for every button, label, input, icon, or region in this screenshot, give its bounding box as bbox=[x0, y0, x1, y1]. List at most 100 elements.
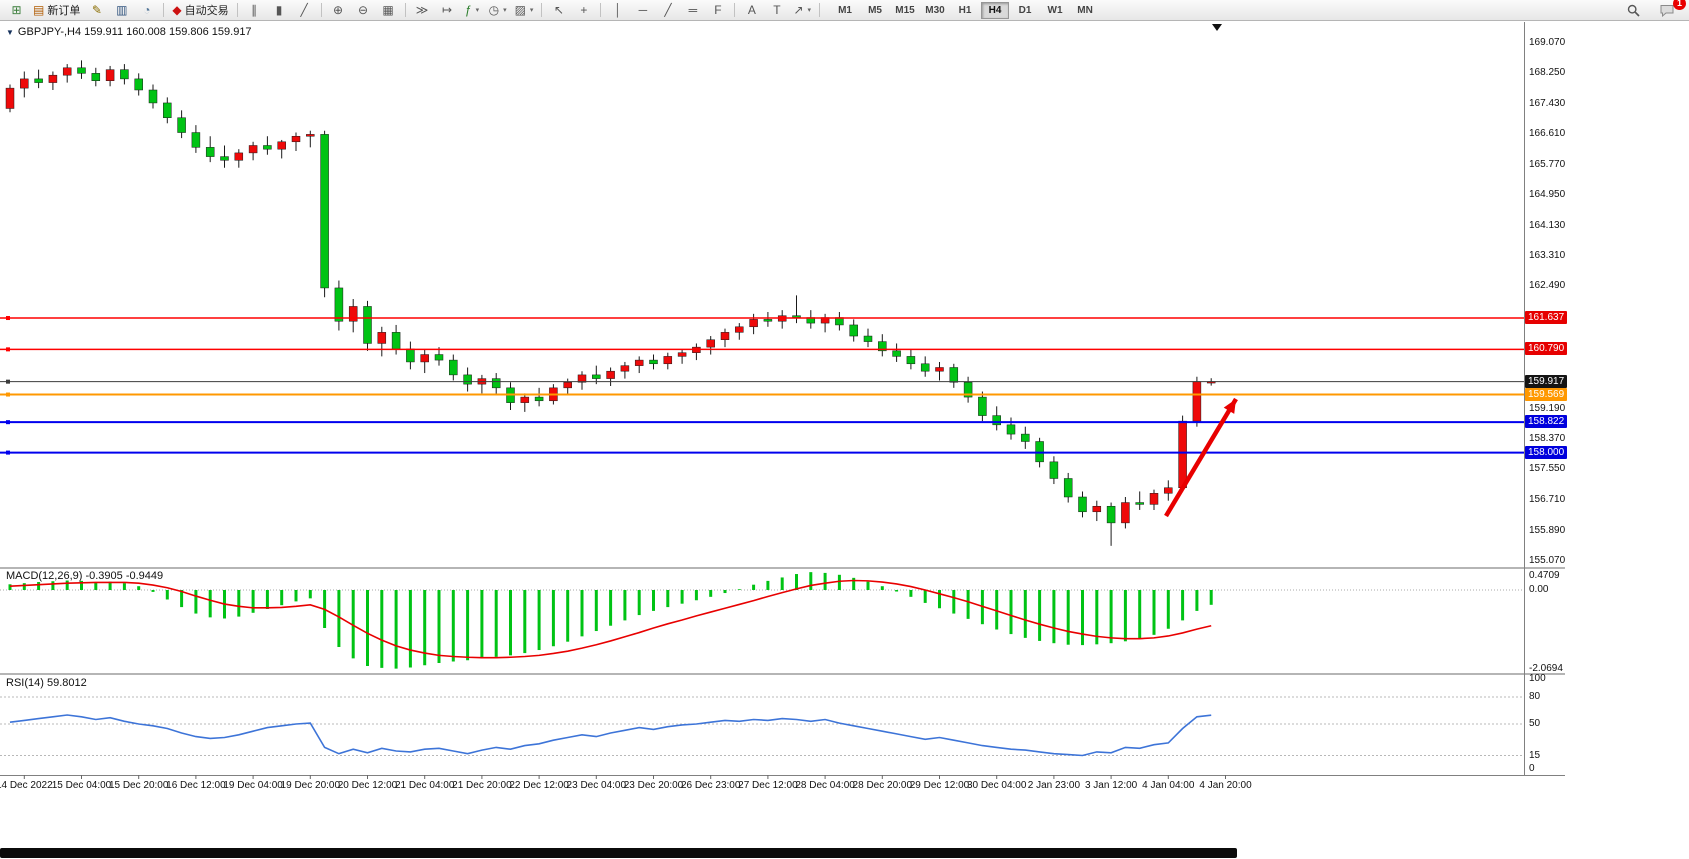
text-label-icon: T bbox=[773, 3, 781, 17]
metaeditor-button[interactable]: ✎ bbox=[84, 1, 109, 20]
timeframe-w1-button[interactable]: W1 bbox=[1047, 4, 1063, 16]
rsi-axis-label: 100 bbox=[1529, 673, 1546, 684]
templates-button[interactable]: ▨ ▾ bbox=[511, 1, 538, 20]
price-axis-label: 169.070 bbox=[1529, 37, 1566, 48]
resistance-line-161637-handle[interactable] bbox=[6, 316, 10, 321]
periods-button[interactable]: ◷ ▾ bbox=[485, 1, 511, 20]
price-axis-badge-161.637: 161.637 bbox=[1525, 311, 1568, 325]
text-label-button[interactable]: T bbox=[764, 1, 789, 20]
time-axis-label: 19 Dec 20:00 bbox=[280, 780, 341, 791]
horizontal-scrollbar[interactable] bbox=[0, 848, 1237, 858]
price-axis-label: 164.130 bbox=[1529, 219, 1566, 231]
search-button[interactable] bbox=[1621, 1, 1646, 20]
trendline-button[interactable]: ╱ bbox=[655, 1, 680, 20]
auto-scroll-button[interactable]: ≫ bbox=[410, 1, 435, 20]
periods-dropdown-arrow[interactable]: ▾ bbox=[503, 7, 507, 14]
price-axis-label: 166.610 bbox=[1529, 128, 1566, 140]
timeframe-mn-button[interactable]: MN bbox=[1077, 4, 1093, 16]
tile-windows-icon: ▦ bbox=[382, 3, 394, 17]
vertical-line-button[interactable]: │ bbox=[605, 1, 630, 20]
line-chart-mode-button[interactable]: ╱ bbox=[292, 1, 317, 20]
text-button[interactable]: A bbox=[739, 1, 764, 20]
time-axis-label: 29 Dec 12:00 bbox=[909, 780, 970, 791]
timeframe-m1-button[interactable]: M1 bbox=[838, 4, 852, 16]
cursor-button[interactable]: ↖ bbox=[546, 1, 571, 20]
zoom-in-icon: ⊕ bbox=[333, 3, 344, 17]
templates-icon: ▨ bbox=[514, 3, 526, 17]
chart-area[interactable]: ▼ GBPJPY-,H4 159.911 160.008 159.806 159… bbox=[0, 22, 1689, 859]
price-axis-badge-160.790: 160.790 bbox=[1525, 342, 1568, 356]
timeframe-m5-button[interactable]: M5 bbox=[868, 4, 882, 16]
new-chart-button[interactable]: ⊞ bbox=[4, 1, 29, 20]
new-order-button[interactable]: ▤ 新订单 bbox=[29, 1, 84, 20]
new-order-icon: ▤ bbox=[33, 3, 45, 17]
time-axis-label: 22 Dec 12:00 bbox=[509, 780, 569, 791]
market-watch-button[interactable]: ▥ bbox=[109, 1, 134, 20]
arrows-tool-button[interactable]: ↗ ▾ bbox=[789, 1, 815, 20]
price-axis-label: 156.710 bbox=[1529, 494, 1566, 506]
timeframe-bar: M1 M5 M15 M30 H1 H4 D1 W1 MN bbox=[830, 1, 1100, 19]
chart-shift-button[interactable]: ↦ bbox=[435, 1, 460, 20]
chat-bubble-icon bbox=[1660, 4, 1673, 17]
cursor-icon: ↖ bbox=[553, 3, 564, 17]
price-axis-label: 155.070 bbox=[1529, 555, 1566, 566]
symbol-label: ▼ GBPJPY-,H4 159.911 160.008 159.806 159… bbox=[6, 26, 252, 38]
rsi-axis-label: 50 bbox=[1529, 718, 1541, 729]
timeframe-d1-button[interactable]: D1 bbox=[1018, 4, 1032, 16]
bar-chart-mode-button[interactable]: ∥ bbox=[242, 1, 267, 20]
toolbar-separator bbox=[404, 3, 406, 17]
support-line-158822-handle[interactable] bbox=[6, 420, 10, 425]
indicators-dropdown-arrow[interactable]: ▾ bbox=[475, 7, 480, 14]
chart-canvas[interactable] bbox=[0, 22, 1689, 859]
data-window-button[interactable]: ◔ bbox=[134, 1, 159, 20]
time-axis-label: 3 Jan 12:00 bbox=[1084, 780, 1138, 791]
chart-shift-icon: ↦ bbox=[442, 3, 453, 17]
chart-shift-marker[interactable] bbox=[1212, 24, 1222, 31]
candlestick-mode-button[interactable]: ▮ bbox=[267, 1, 292, 20]
periods-icon: ◷ bbox=[488, 3, 500, 17]
price-axis-label: 163.310 bbox=[1529, 250, 1566, 262]
timeframe-m30-button[interactable]: M30 bbox=[925, 4, 945, 16]
support-line-158000-handle[interactable] bbox=[6, 450, 10, 455]
price-axis-label: 162.490 bbox=[1529, 280, 1566, 292]
price-axis-label: 155.890 bbox=[1529, 524, 1566, 536]
market-watch-icon: ▥ bbox=[116, 3, 128, 17]
tile-windows-button[interactable]: ▦ bbox=[376, 1, 401, 20]
notification-badge: 1 bbox=[1673, 0, 1686, 10]
autotrading-button[interactable]: ◆ 自动交易 bbox=[168, 1, 232, 20]
timeframe-h1-button[interactable]: H1 bbox=[958, 4, 972, 16]
rsi-indicator-label: RSI(14) 59.8012 bbox=[6, 677, 87, 689]
panel-splitter-rsi[interactable] bbox=[0, 673, 1565, 675]
macd-histogram bbox=[8, 572, 1213, 669]
symbol-dropdown-icon[interactable]: ▼ bbox=[6, 27, 14, 37]
trend-arrow-annotation[interactable] bbox=[1164, 397, 1238, 518]
crosshair-button[interactable]: + bbox=[571, 1, 596, 20]
time-axis-label: 4 Jan 20:00 bbox=[1199, 780, 1252, 791]
fibonacci-button[interactable]: F bbox=[705, 1, 730, 20]
time-axis-label: 14 Dec 2022 bbox=[0, 780, 53, 791]
timeframe-m15-button[interactable]: M15 bbox=[895, 4, 915, 16]
current-price-line-handle[interactable] bbox=[6, 379, 10, 384]
equidistant-channel-icon: ═ bbox=[688, 3, 698, 17]
price-axis-badge-159.569: 159.569 bbox=[1525, 387, 1568, 401]
time-axis-label: 30 Dec 04:00 bbox=[966, 780, 1027, 791]
new-order-label: 新订单 bbox=[47, 5, 81, 17]
time-axis-label: 19 Dec 04:00 bbox=[223, 780, 283, 791]
equidistant-channel-button[interactable]: ═ bbox=[680, 1, 705, 20]
indicators-button[interactable]: ƒ ▾ bbox=[460, 1, 485, 20]
arrows-tool-dropdown-arrow[interactable]: ▾ bbox=[807, 7, 812, 14]
time-axis-label: 16 Dec 12:00 bbox=[166, 780, 226, 791]
templates-dropdown-arrow[interactable]: ▾ bbox=[529, 7, 534, 14]
zoom-out-button[interactable]: ⊖ bbox=[351, 1, 376, 20]
resistance-line-160790-handle[interactable] bbox=[6, 347, 10, 352]
support-line-159569-handle[interactable] bbox=[6, 392, 10, 397]
zoom-in-button[interactable]: ⊕ bbox=[326, 1, 351, 20]
time-axis-label: 15 Dec 20:00 bbox=[108, 780, 169, 791]
macd-axis-label: 0.4709 bbox=[1529, 570, 1560, 581]
price-axis-label: 157.550 bbox=[1529, 463, 1566, 475]
candlestick-series bbox=[5, 60, 1216, 546]
timeframe-h4-button[interactable]: H4 bbox=[981, 1, 1010, 19]
panel-splitter-macd[interactable] bbox=[0, 567, 1565, 569]
horizontal-line-button[interactable]: ─ bbox=[630, 1, 655, 20]
notifications-button[interactable]: 1 bbox=[1654, 0, 1686, 20]
